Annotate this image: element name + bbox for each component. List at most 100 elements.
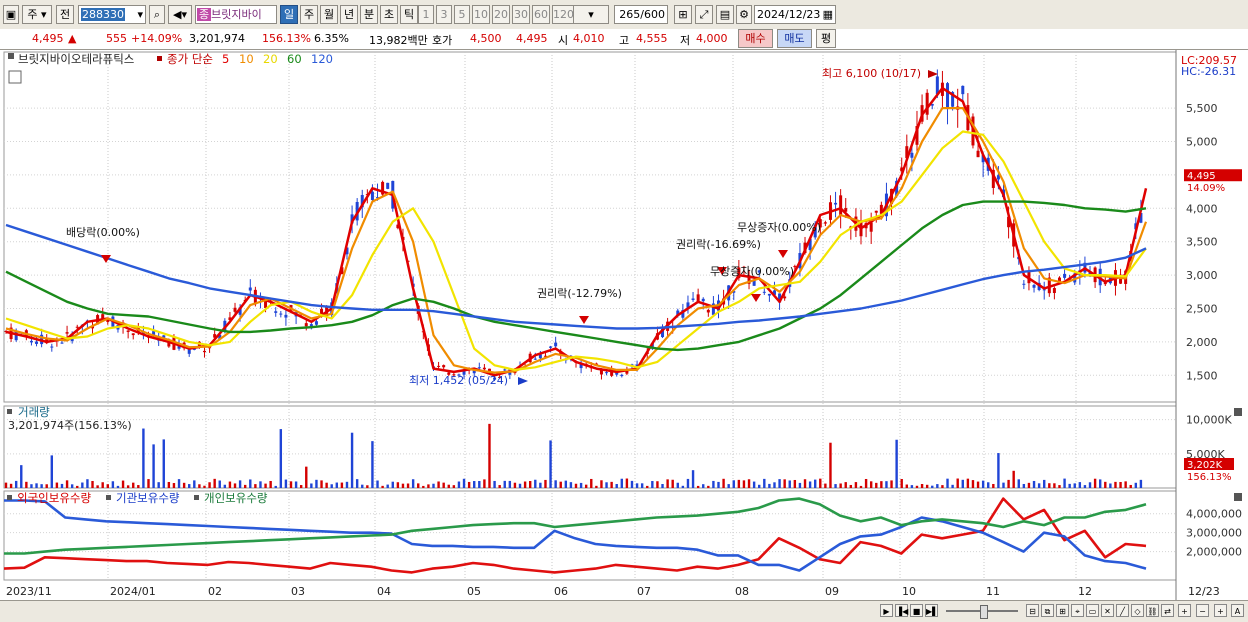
period-button[interactable]: 주 — [300, 5, 318, 24]
zoom-in-icon[interactable]: + — [1178, 604, 1191, 617]
minute-step-button[interactable]: 3 — [436, 5, 452, 24]
legend-box-icon — [8, 53, 14, 59]
cursor-icon[interactable]: ⌖ — [1071, 604, 1084, 617]
zoom-slider-thumb[interactable] — [980, 605, 988, 619]
holdings-line — [4, 497, 1147, 555]
copy-icon[interactable]: ⧉ — [1041, 604, 1054, 617]
chart-tool-icon[interactable]: ⊞ — [674, 5, 692, 24]
volume-bar — [875, 482, 878, 488]
minute-step-button[interactable]: 10 — [472, 5, 490, 24]
volume-bar — [564, 480, 568, 488]
stock-name-box[interactable]: 종 브릿지바이 — [195, 5, 277, 24]
volume-bar — [834, 484, 837, 488]
stock-code-input[interactable]: 288330 ▾ — [78, 5, 146, 24]
candle-body — [839, 195, 843, 216]
period-button[interactable]: 년 — [340, 5, 358, 24]
volume-bar — [798, 482, 802, 488]
volume-bar — [320, 480, 323, 488]
buy-button[interactable]: 매수 — [738, 29, 773, 48]
volume-bar — [1119, 481, 1122, 488]
calendar-icon[interactable]: ▦ — [822, 8, 833, 21]
shape-icon[interactable]: ◇ — [1131, 604, 1144, 617]
marker-icon[interactable]: ▭ — [1086, 604, 1099, 617]
search-icon[interactable]: ⌕ — [149, 5, 165, 24]
volume-bar — [813, 479, 817, 488]
candle-body — [772, 290, 776, 295]
kind-button[interactable]: 전 — [56, 5, 74, 24]
volume-close-icon — [1234, 408, 1242, 416]
candle-body — [538, 354, 542, 359]
minute-step-button[interactable]: 120 — [552, 5, 574, 24]
volume-bar — [381, 485, 384, 488]
volume-bar — [442, 482, 445, 488]
candle-body — [320, 308, 324, 315]
candle-body — [844, 208, 848, 212]
candle-body — [187, 347, 191, 354]
candle-body — [1139, 212, 1143, 223]
period-button[interactable]: 일 — [280, 5, 298, 24]
cross-icon[interactable]: ✕ — [1101, 604, 1114, 617]
last-price-badge-text: 4,495 — [1187, 171, 1216, 182]
layout-icon[interactable]: ⊟ — [1026, 604, 1039, 617]
candle-body — [279, 313, 283, 315]
code-dropdown-icon[interactable]: ▾ — [137, 8, 143, 21]
volume-bar — [839, 483, 842, 488]
link-icon[interactable]: ⛓ — [1146, 604, 1159, 617]
first-page-icon[interactable]: ▐◀ — [895, 604, 908, 617]
volume-bar — [752, 481, 756, 488]
window-icon[interactable]: ▣ — [3, 5, 19, 24]
count-input[interactable]: 265/600 — [614, 5, 668, 24]
volume-bar — [773, 482, 776, 488]
minute-step-button[interactable]: 1 — [418, 5, 434, 24]
volume-bar — [625, 478, 629, 488]
candle-body — [284, 314, 288, 318]
minute-step-button[interactable]: 5 — [454, 5, 470, 24]
candle-body — [895, 180, 899, 197]
font-icon[interactable]: A — [1231, 604, 1244, 617]
sell-button[interactable]: 매도 — [777, 29, 812, 48]
minute-step-button[interactable]: 30 — [512, 5, 530, 24]
candle-body — [981, 154, 985, 163]
volume-bar — [869, 481, 873, 488]
flip-icon[interactable]: ⇄ — [1161, 604, 1174, 617]
period-button[interactable]: 틱 — [400, 5, 418, 24]
holdings-line — [3, 497, 1147, 574]
volume-bar — [289, 481, 293, 488]
period-button[interactable]: 분 — [360, 5, 378, 24]
save-icon[interactable]: ▤ — [716, 5, 734, 24]
step-input[interactable]: ▾ — [573, 5, 609, 24]
speaker-icon[interactable]: ◀▾ — [168, 5, 192, 24]
volume-bar — [808, 481, 812, 488]
draw-tool-icon[interactable]: ⤢ — [695, 5, 713, 24]
reset-icon[interactable]: + — [1214, 604, 1227, 617]
minute-step-button[interactable]: 60 — [532, 5, 550, 24]
volume-bar — [534, 479, 537, 488]
volume-bar — [350, 432, 354, 488]
period-button[interactable]: 초 — [380, 5, 398, 24]
minute-step-button[interactable]: 20 — [492, 5, 510, 24]
date-input[interactable]: 2024/12/23 ▦ — [754, 5, 836, 24]
market-select[interactable]: 주 ▾ — [22, 5, 52, 24]
candle-body — [1057, 277, 1061, 283]
volume-bar — [330, 484, 333, 488]
candle-body — [834, 202, 838, 205]
stop-icon[interactable]: ■ — [910, 604, 923, 617]
volume-bar — [1007, 479, 1010, 488]
volume-bar — [905, 484, 909, 488]
period-button[interactable]: 월 — [320, 5, 338, 24]
x-tick-label: 03 — [291, 585, 305, 598]
scroll-right-icon[interactable]: ▶ — [880, 604, 893, 617]
trend-icon[interactable]: ╱ — [1116, 604, 1129, 617]
last-page-icon[interactable]: ▶▌ — [925, 604, 938, 617]
date-value: 2024/12/23 — [757, 8, 821, 21]
zoom-out-icon[interactable]: − — [1196, 604, 1209, 617]
volume-bar — [579, 482, 583, 488]
volume-bar — [9, 483, 13, 488]
grid-icon[interactable]: ⊞ — [1056, 604, 1069, 617]
volume-bar — [40, 484, 43, 488]
volume-bar — [76, 485, 79, 488]
eval-button[interactable]: 평 — [816, 29, 836, 48]
volume-bar — [116, 485, 120, 488]
volume-bar — [483, 479, 486, 488]
gear-icon[interactable]: ⚙ — [736, 5, 752, 24]
